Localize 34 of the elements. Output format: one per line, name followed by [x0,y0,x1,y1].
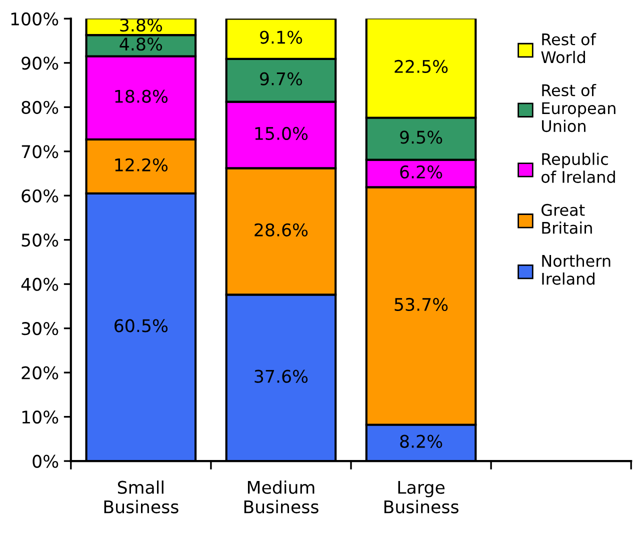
data-label: 8.2% [400,434,442,448]
y-tick-label: 30% [22,322,58,336]
y-tick-label: 80% [22,100,58,114]
y-tick-label: 40% [21,278,58,291]
y-tick-label: 100% [11,12,58,26]
data-label: 9.7% [260,72,302,86]
x-tick-label: Small Business [104,480,178,514]
legend-label: Northern Ireland [542,254,610,285]
data-label: 37.6% [254,370,308,383]
data-label: 9.1% [260,30,302,44]
y-tick-label: 60% [22,189,58,202]
data-label: 6.2% [400,165,442,179]
legend-label: Rest of European Union [542,84,616,132]
data-label: 60.5% [114,319,168,332]
legend-label: Republic of Ireland [542,152,615,183]
y-tick-label: 20% [22,366,58,380]
data-label: 53.7% [394,298,448,312]
y-tick-label: 10% [22,410,58,424]
y-tick-label: 0% [32,454,58,468]
data-label: 3.8% [120,18,162,32]
data-label: 4.8% [120,38,162,51]
x-tick-label: Medium Business [244,480,318,514]
data-label: 9.5% [400,130,442,144]
data-label: 22.5% [394,60,448,74]
y-tick-label: 90% [22,56,58,70]
legend-label: Rest of World [541,33,596,64]
data-label: 12.2% [115,158,168,172]
data-label: 28.6% [254,223,308,236]
data-label: 18.8% [115,90,168,103]
y-tick-label: 70% [22,145,58,158]
legend-label: Great Britain [542,204,592,234]
data-label: 15.0% [255,126,308,140]
y-tick-label: 50% [22,234,58,247]
x-tick-label: Large Business [384,481,458,514]
